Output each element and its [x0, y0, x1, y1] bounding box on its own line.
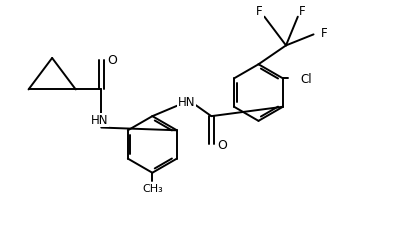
Text: O: O: [107, 54, 117, 67]
Text: F: F: [299, 5, 306, 18]
Text: F: F: [321, 27, 328, 40]
Text: Cl: Cl: [301, 73, 312, 86]
Text: O: O: [217, 138, 227, 151]
Text: HN: HN: [91, 114, 108, 127]
Text: HN: HN: [178, 96, 195, 109]
Text: F: F: [256, 5, 263, 18]
Text: CH₃: CH₃: [142, 183, 163, 193]
